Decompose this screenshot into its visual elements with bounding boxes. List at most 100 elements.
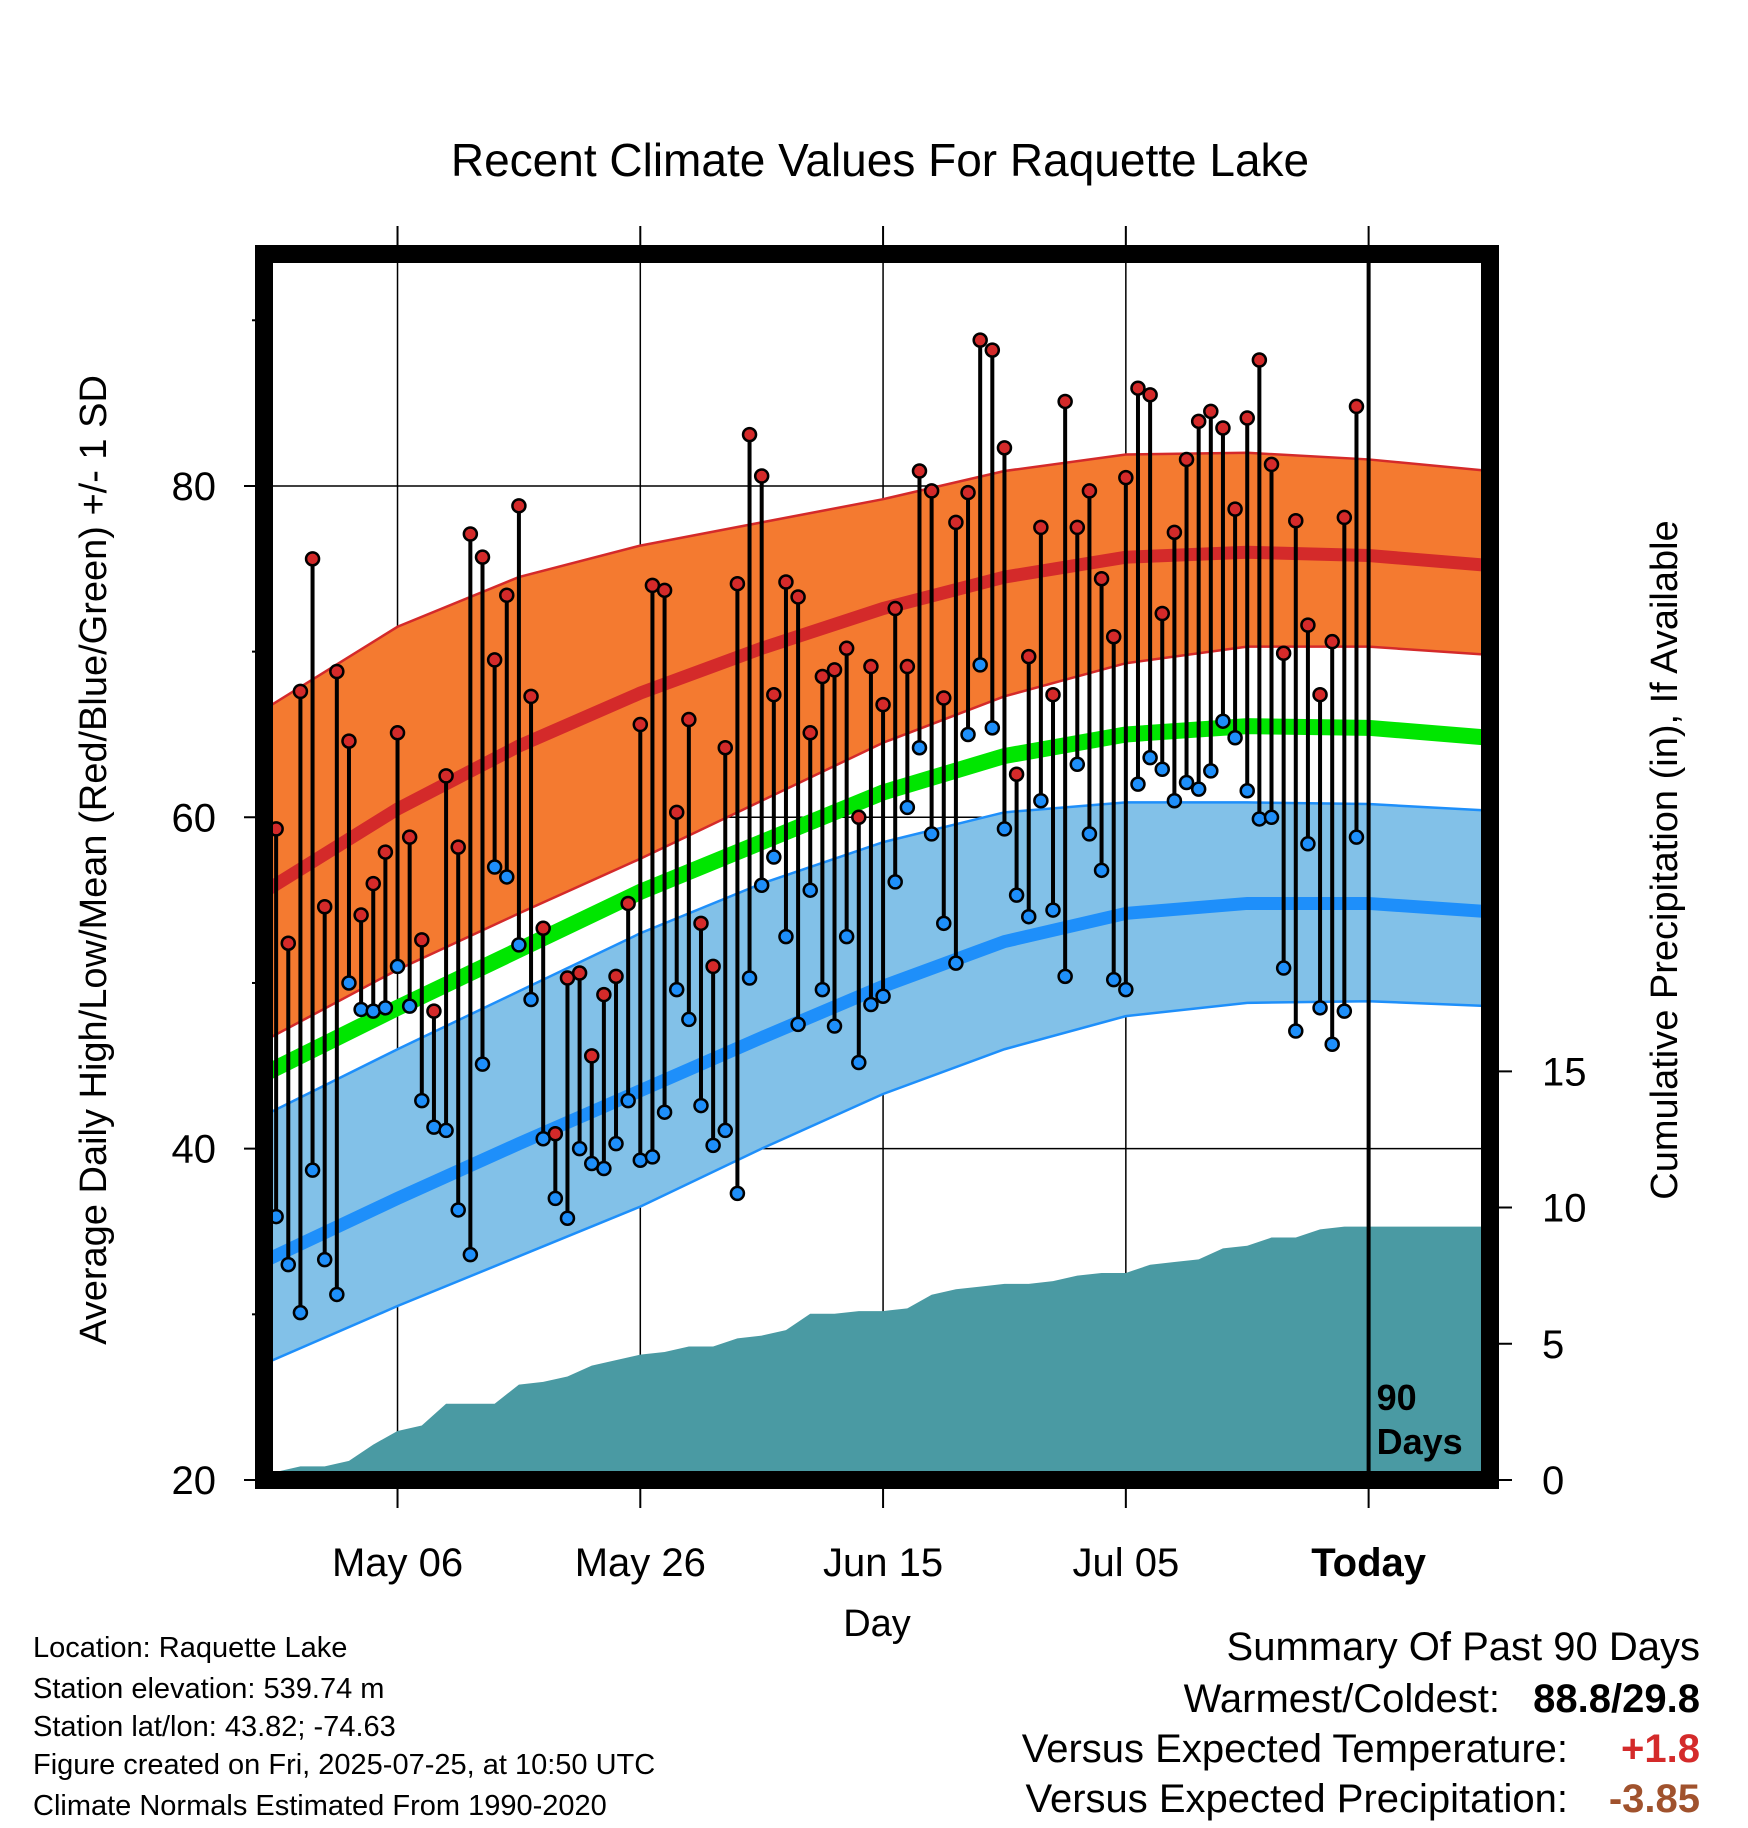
daily-high-point [1154,605,1171,622]
daily-bar [1215,420,1231,729]
daily-high-point [753,468,770,484]
high-normal-line [264,545,1490,898]
daily-high-point [802,725,818,741]
daily-low-point [341,975,357,991]
info-location: Location: Raquette Lake [33,1632,347,1664]
daily-bar [1300,617,1316,852]
daily-high-point [292,683,309,700]
daily-low-point [523,991,539,1008]
x-tick-label: Jun 15 [823,1541,943,1585]
daily-low-point [960,726,976,743]
daily-high-point [583,1048,600,1064]
x-axis-title: Day [843,1603,911,1645]
daily-low-point [1288,1023,1304,1039]
daily-bar [790,589,806,1033]
daily-low-point [1215,713,1231,729]
daily-high-point [365,875,381,892]
daily-high-point [1081,483,1098,499]
daily-low-point [899,799,916,816]
daily-high-point [353,907,369,923]
daily-high-point [329,663,345,680]
daily-bar [644,577,661,1165]
axis-layer: 20 40 60 80 0 5 10 15 May 06 May 26 Jun 15 Jul 05 To… [172,226,1587,1585]
y-axis-title: Average Daily High/Low/Mean (Red/Blue/Gr… [73,375,115,1345]
daily-high-point [814,668,831,685]
daily-bar [851,809,867,1071]
daily-bar [1118,469,1134,998]
y2-tick-label: 5 [1542,1323,1564,1367]
daily-bar [875,696,891,1004]
daily-low-point [1239,783,1255,799]
daily-high-point [1312,686,1328,703]
daily-bar [1093,570,1110,879]
daily-high-point [656,582,673,599]
daily-bar [972,332,988,673]
daily-low-point [705,1137,721,1154]
y-tick-label: 40 [172,1128,217,1172]
daily-bars-layer [268,332,1365,1321]
daily-bar [559,970,576,1226]
daily-high-point [1251,352,1268,368]
daily-high-point [899,658,916,675]
daily-low-point [1227,730,1243,746]
daily-bar [911,463,928,756]
daily-bar [984,342,1001,736]
daily-low-point [1166,792,1183,809]
daily-bar [608,968,624,1152]
daily-low-point [292,1304,309,1321]
daily-low-point [474,1056,491,1072]
daily-bar [1020,648,1037,925]
daily-low-point [1069,756,1086,773]
daily-bar [280,935,297,1273]
daily-low-point [1190,781,1207,797]
y-tick-label: 60 [172,796,217,840]
daily-bar [668,804,685,998]
daily-high-point [414,932,430,948]
daily-low-point [1118,981,1134,998]
y-tick-label: 80 [172,465,217,509]
daily-bar [741,426,758,986]
today-days-word: Days [1377,1421,1463,1462]
daily-bar [523,688,539,1008]
daily-bar [778,574,794,945]
daily-low-point [996,821,1013,837]
daily-low-point [620,1092,636,1109]
daily-high-point [1288,512,1304,529]
daily-low-point [401,998,418,1014]
daily-high-point [316,899,333,915]
daily-high-point [1008,766,1025,782]
daily-low-point [1093,862,1110,879]
info-latlon: Station lat/lon: 43.82; -74.63 [33,1711,396,1743]
daily-high-point [972,332,988,348]
daily-bar [1081,483,1098,842]
daily-high-point [1239,410,1255,426]
daily-high-point [1093,570,1110,587]
daily-low-point [511,937,527,953]
summary-temp-value: +1.8 [1621,1727,1700,1771]
y2-axis-title: Cumulative Precipitation (in), If Availa… [1644,520,1686,1199]
daily-bar [1142,387,1158,766]
daily-high-point [280,935,297,951]
summary-heading: Summary Of Past 90 Days [1227,1625,1700,1669]
daily-bar [1312,686,1328,1016]
daily-high-point [911,463,928,479]
daily-bar [414,932,430,1109]
daily-bar [814,668,831,998]
daily-low-point [1045,902,1061,918]
daily-bar [329,663,345,1303]
daily-low-point [1312,1000,1328,1016]
daily-high-point [826,662,843,678]
daily-high-point [766,686,782,703]
daily-low-point [1203,763,1219,779]
daily-low-point [608,1135,624,1152]
daily-high-point [887,600,903,617]
daily-high-point [1263,456,1280,473]
y2-tick-label: 15 [1542,1050,1587,1094]
daily-bar [596,986,612,1177]
daily-bar [1288,512,1304,1039]
precip-layer [264,1226,1490,1480]
daily-high-point [923,483,940,499]
daily-high-point [608,968,624,985]
daily-low-point [462,1246,479,1263]
summary-temp-label: Versus Expected Temperature: [1022,1727,1568,1771]
